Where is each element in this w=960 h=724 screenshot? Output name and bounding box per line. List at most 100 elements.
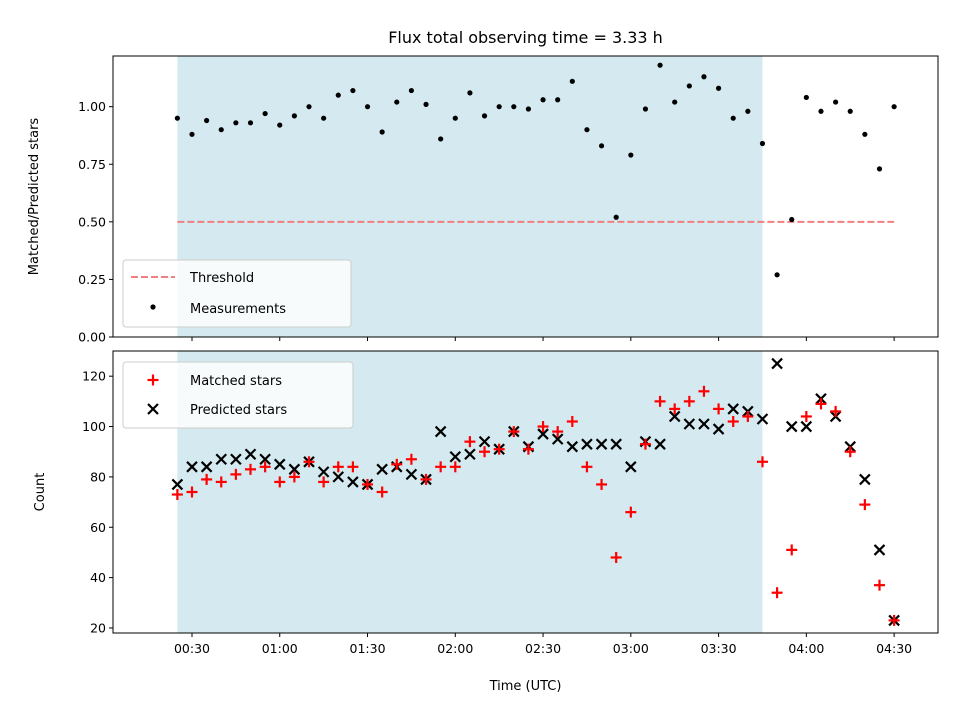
measurement-point [291, 113, 297, 119]
matched-star-point [245, 463, 256, 475]
matched-star-point [566, 416, 578, 427]
measurement-point [467, 90, 473, 96]
predicted-star-point [785, 420, 798, 433]
matched-star-point [844, 446, 856, 458]
predicted-star-point [230, 453, 242, 466]
bottom-plot-frame [112, 350, 939, 634]
predicted-star-point [551, 433, 564, 445]
measurement-point [350, 87, 356, 94]
x-tick-label: 02:00 [437, 641, 473, 656]
predicted-star-point [668, 410, 681, 423]
measurement-point [189, 131, 195, 137]
matched-star-point [347, 461, 359, 473]
predicted-star-point [478, 435, 491, 448]
matched-star-point [288, 471, 300, 483]
predicted-star-point [654, 438, 666, 450]
matched-star-point [376, 486, 388, 498]
predicted-star-point [288, 463, 301, 476]
x-tick-label: 04:00 [788, 641, 824, 656]
measurement-point [730, 115, 736, 121]
bottom-legend: Matched stars Predicted stars [122, 361, 354, 429]
measurement-point [496, 104, 502, 110]
matched-star-point [683, 395, 695, 407]
top-y-axis-label: Matched/Predicted stars [27, 118, 42, 276]
measurement-point [438, 136, 444, 142]
measurement-point [818, 108, 824, 114]
measurement-point [774, 272, 780, 278]
predicted-star-point [595, 438, 608, 450]
matched-star-point [713, 403, 725, 415]
matched-star-point [259, 461, 271, 473]
top-legend: Threshold Measurements [122, 259, 352, 328]
matched-stars-series [171, 385, 900, 626]
matched-star-point [522, 443, 534, 455]
bottom-y-tick-label: 100 [82, 419, 106, 434]
predicted-star-point [273, 458, 286, 471]
predicted-star-point [712, 423, 725, 435]
measurement-point [686, 83, 692, 89]
measurement-point [569, 78, 575, 84]
matched-star-point [610, 551, 622, 563]
matched-star-point [800, 410, 812, 422]
bottom-y-tick-label: 80 [90, 469, 106, 484]
predicted-star-point [873, 544, 886, 556]
matched-stars-legend-marker [147, 374, 159, 386]
measurement-point [511, 104, 517, 110]
measurement-point [672, 99, 678, 105]
predicted-star-point [464, 448, 476, 461]
matched-star-point [449, 461, 461, 473]
matched-star-point [537, 421, 549, 433]
measurement-point [642, 106, 649, 112]
predicted-star-point [405, 468, 418, 481]
matched-star-point [552, 426, 564, 438]
measurement-point [364, 104, 371, 110]
measurement-point [745, 108, 751, 114]
predicted-stars-legend-marker [147, 403, 159, 415]
predicted-star-point [259, 453, 271, 466]
x-axis-label: Time (UTC) [489, 679, 562, 694]
matched-star-point [405, 453, 417, 465]
predicted-star-point [537, 428, 549, 440]
predicted-stars-legend-swatch [147, 403, 159, 415]
x-tick-label: 01:30 [350, 641, 386, 656]
matched-star-point [303, 456, 315, 468]
measurement-point [555, 97, 561, 103]
measurement-point [218, 127, 224, 133]
matched-star-point [479, 446, 491, 458]
matched-star-point [581, 461, 593, 473]
measurement-point [204, 117, 210, 124]
matched-star-point [332, 461, 344, 473]
x-tick-label: 01:00 [262, 641, 298, 656]
matched-star-point [888, 614, 900, 626]
matched-star-point [215, 476, 227, 488]
matched-star-point [171, 489, 183, 501]
bottom-legend-box [122, 361, 354, 429]
matched-star-point [639, 438, 651, 450]
predicted-star-point [566, 440, 579, 453]
top-y-tick-label: 0.50 [78, 214, 106, 229]
legend-entry-threshold: Threshold [189, 271, 254, 286]
matched-star-point [435, 461, 447, 473]
measurement-point [525, 106, 532, 112]
measurement-point [584, 127, 590, 133]
predicted-star-point [610, 438, 622, 450]
predicted-star-point [800, 420, 813, 433]
predicted-star-point [683, 418, 696, 430]
bottom-y-axis-label: Count [33, 473, 48, 512]
measurement-point [423, 101, 429, 107]
x-tick-label: 04:30 [876, 641, 912, 656]
measurement-point [408, 87, 415, 94]
matched-star-point [669, 403, 681, 415]
measurement-point [803, 94, 809, 101]
matched-star-point [230, 468, 242, 480]
predicted-star-point [317, 466, 330, 478]
measurement-point [321, 115, 327, 121]
matched-star-point [830, 405, 842, 417]
top-y-tick-label: 0.00 [78, 330, 106, 345]
predicted-star-point [171, 478, 184, 491]
predicted-star-point [698, 418, 710, 430]
measurement-point [876, 166, 883, 172]
predicted-star-point [771, 357, 783, 370]
matched-star-point [362, 478, 374, 490]
